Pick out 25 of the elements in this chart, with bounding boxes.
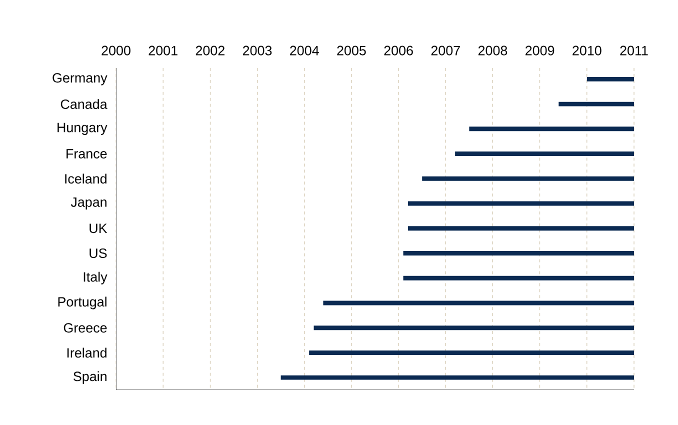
y-tick-label: US xyxy=(90,248,107,258)
y-tick-label: Greece xyxy=(64,323,107,333)
y-tick-label: Italy xyxy=(84,272,108,284)
y-tick-label: Canada xyxy=(60,99,108,109)
y-tick-label: Ireland xyxy=(67,348,106,358)
x-tick-label: 2000 xyxy=(102,46,130,56)
x-tick-label: 2003 xyxy=(242,46,272,56)
x-tick-label: 2005 xyxy=(337,46,366,56)
x-tick-label: 2004 xyxy=(290,46,319,56)
y-tick-label: Spain xyxy=(74,371,106,384)
x-tick-label: 2006 xyxy=(384,46,413,56)
y-tick-label: Iceland xyxy=(65,174,106,184)
y-tick-label: Japan xyxy=(70,197,106,210)
x-tick-label: 2009 xyxy=(526,46,554,56)
x-tick-label: 2010 xyxy=(572,46,602,56)
x-tick-label: 2008 xyxy=(478,46,508,56)
x-tick-label: 2001 xyxy=(148,46,178,56)
x-tick-label: 2011 xyxy=(620,46,648,56)
y-tick-label: UK xyxy=(90,224,108,234)
x-tick-label: 2007 xyxy=(431,46,460,56)
y-tick-label: Germany xyxy=(52,73,108,86)
y-tick-label: France xyxy=(66,149,107,158)
x-tick-label: 2002 xyxy=(196,46,224,56)
y-tick-label: Portugal xyxy=(58,296,106,310)
y-tick-label: Hungary xyxy=(58,122,108,135)
